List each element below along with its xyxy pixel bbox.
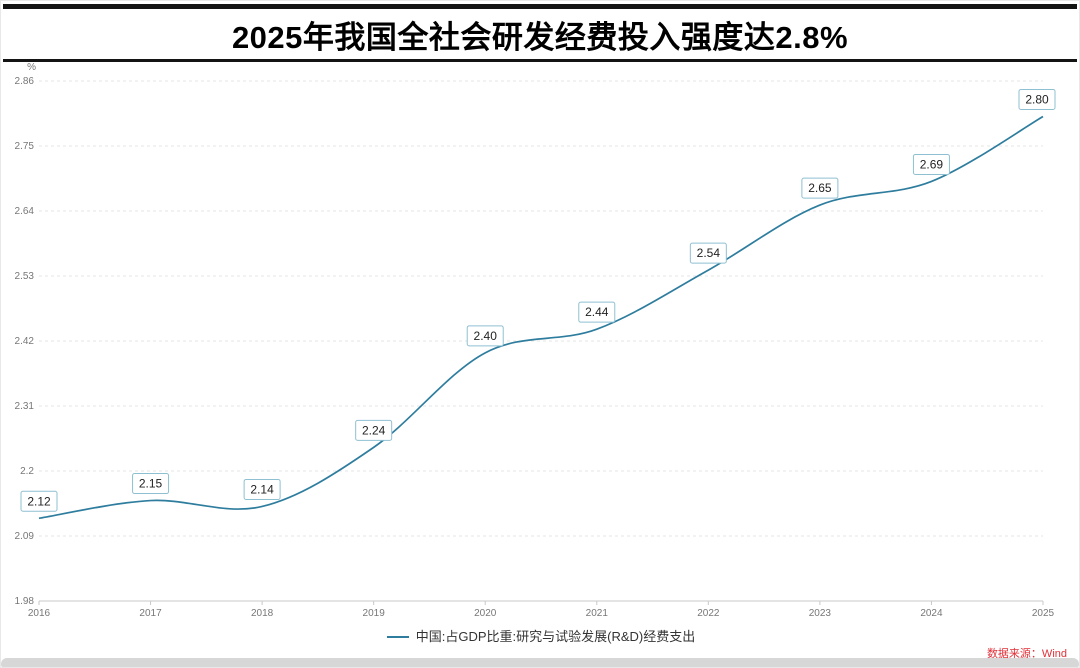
data-label-box [689,242,727,264]
data-label-text: 2.69 [920,157,944,171]
x-tick-label: 2023 [809,608,832,619]
x-tick-label: 2017 [139,608,162,619]
x-tick-label: 2024 [920,608,943,619]
data-label-box [912,153,950,175]
data-label-box [243,478,281,500]
y-tick-label: 1.98 [15,596,35,607]
window-bottom-edge [1,658,1079,667]
x-tick-label: 2021 [586,608,609,619]
data-label-text: 2.24 [362,423,386,437]
chart-legend: 中国:占GDP比重:研究与试验发展(R&D)经费支出 [1,626,1079,645]
data-label-text: 2.40 [474,329,498,343]
series-line [38,115,1044,520]
data-source-note: 数据来源：Wind [986,648,1067,660]
x-tick-label: 2020 [474,608,497,619]
data-label-text: 2.14 [250,482,274,496]
data-label-text: 2.54 [697,246,721,260]
y-tick-label: 2.2 [20,466,34,477]
data-label-box [801,177,839,199]
y-axis-unit-label: % [27,62,36,73]
x-tick-label: 2018 [251,608,274,619]
page-title: 2025年我国全社会研发经费投入强度达2.8% [231,19,849,55]
data-label-text: 2.15 [139,477,163,491]
data-label-text: 2.44 [585,305,609,319]
y-tick-label: 2.64 [15,206,35,217]
data-label-text: 2.12 [27,494,51,508]
data-label-box [466,325,504,347]
legend-label: 中国:占GDP比重:研究与试验发展(R&D)经费支出 [415,629,696,644]
data-label-box [132,473,170,495]
y-tick-label: 2.42 [15,336,35,347]
x-tick-label: 2022 [697,608,720,619]
data-label-text: 2.80 [1025,92,1049,106]
data-label-box [355,419,393,441]
data-label-box [1018,88,1056,110]
x-tick-label: 2016 [28,608,51,619]
x-tick-label: 2019 [363,608,386,619]
data-label-box [578,301,616,323]
chart-area: 1.98 2.09 2.2 2.31 2.42 2.53 2.64 2.75 2.86% 2016… [1,61,1079,621]
x-tick-label: 2025 [1032,608,1055,619]
y-tick-label: 2.86 [15,76,35,87]
y-tick-label: 2.09 [15,531,35,542]
data-label-box [20,490,58,512]
data-label-text: 2.65 [808,181,832,195]
legend-line-marker [386,635,409,638]
chart-title-bar: 2025年我国全社会研发经费投入强度达2.8% [3,4,1077,62]
y-tick-label: 2.53 [15,271,35,282]
y-tick-label: 2.75 [15,141,35,152]
line-chart: 1.98 2.09 2.2 2.31 2.42 2.53 2.64 2.75 2.86% 2016… [15,62,1056,619]
y-tick-label: 2.31 [15,401,35,412]
